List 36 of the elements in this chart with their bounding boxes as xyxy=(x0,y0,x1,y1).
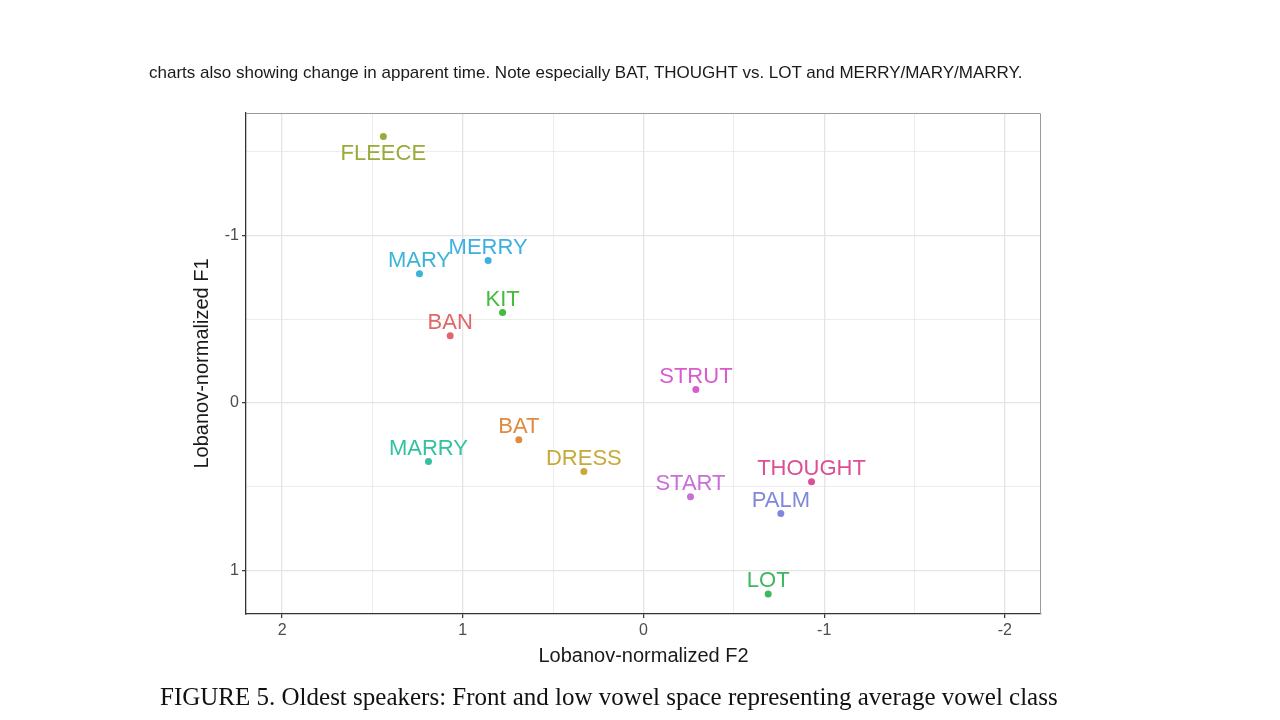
x-tick-label: 0 xyxy=(639,621,649,639)
point xyxy=(484,256,492,264)
caption: FIGURE 5. Oldest speakers: Front and low vowel space representing average vowel class xyxy=(160,683,1058,711)
series-label: FLEECE xyxy=(340,140,427,166)
series-label: MARRY xyxy=(388,435,469,461)
point xyxy=(446,332,454,340)
point xyxy=(777,509,785,517)
x-tick-label: 2 xyxy=(277,621,287,639)
series-label: STRUT xyxy=(659,362,733,388)
point xyxy=(515,436,523,444)
point xyxy=(764,590,772,598)
point xyxy=(580,468,588,476)
series-label: PALM xyxy=(751,486,810,512)
point xyxy=(499,308,507,316)
x-tick-label: -1 xyxy=(817,621,832,639)
series-label: BAN xyxy=(427,309,473,335)
x-tick-label: -2 xyxy=(997,621,1013,639)
series-label: DRESS xyxy=(545,445,622,471)
series-label: KIT xyxy=(485,285,520,311)
x-axis-title: Lobanov-normalized F2 xyxy=(538,643,749,666)
x-tick-label: 1 xyxy=(458,621,468,639)
point xyxy=(808,478,816,486)
y-tick-label: -1 xyxy=(224,225,240,243)
y-tick-label: 0 xyxy=(230,393,240,411)
y-tick-label: 1 xyxy=(230,560,240,578)
point xyxy=(379,132,387,140)
series-label: LOT xyxy=(746,567,790,593)
series-label: BAT xyxy=(498,413,540,439)
point xyxy=(692,385,700,393)
point xyxy=(686,493,694,501)
series-label: START xyxy=(655,470,726,496)
series-label: THOUGHT xyxy=(757,455,866,481)
y-axis-title: Lobanov-normalized F1 xyxy=(189,258,212,469)
text: charts also showing change in apparent time. Note especially BAT, THOUGHT vs. LOT and MERRY/MARY/MARRY. xyxy=(149,63,1023,83)
point xyxy=(424,458,432,466)
point xyxy=(415,270,423,278)
